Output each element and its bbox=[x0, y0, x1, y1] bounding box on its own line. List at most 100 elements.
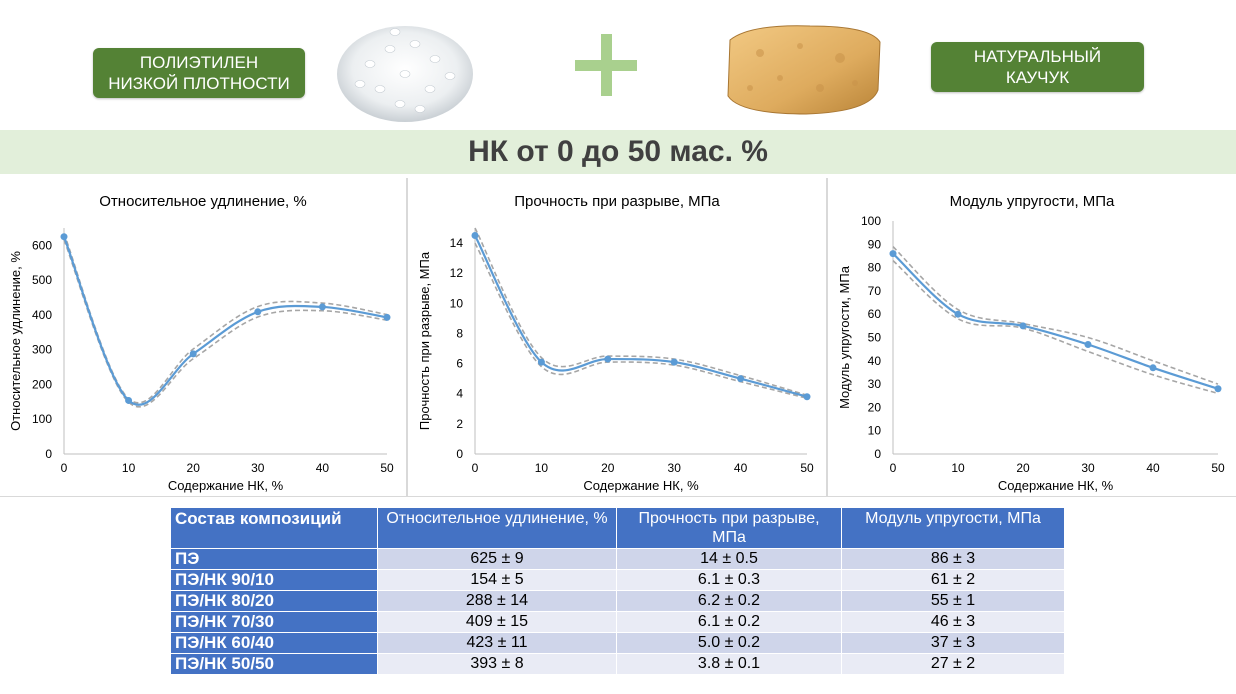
plus-sign bbox=[575, 34, 637, 96]
data-point bbox=[60, 233, 68, 241]
row-label: ПЭ/НК 90/10 bbox=[170, 569, 378, 591]
y-tick-label: 8 bbox=[456, 326, 463, 340]
chart-title: Прочность при разрыве, МПа bbox=[514, 193, 720, 210]
y-tick-label: 200 bbox=[32, 377, 52, 391]
row-label: ПЭ/НК 80/20 bbox=[170, 590, 378, 612]
y-tick-label: 20 bbox=[868, 400, 882, 414]
y-tick-label: 100 bbox=[32, 412, 52, 426]
badge-line-2: КАУЧУК bbox=[1005, 68, 1070, 87]
table-cell: 6.1 ± 0.2 bbox=[616, 611, 842, 633]
row-label: ПЭ bbox=[170, 548, 378, 570]
y-tick-label: 6 bbox=[456, 357, 463, 371]
natural-rubber-image bbox=[727, 25, 881, 115]
y-tick-label: 100 bbox=[861, 214, 881, 228]
range-banner: НК от 0 до 50 мас. % bbox=[0, 130, 1236, 174]
y-axis-label: Модуль упругости, МПа bbox=[837, 265, 852, 409]
table-cell: 423 ± 11 bbox=[377, 632, 617, 654]
x-tick-label: 0 bbox=[61, 461, 68, 475]
badge-line-1: НАТУРАЛЬНЫЙ bbox=[973, 47, 1102, 66]
data-point bbox=[1019, 322, 1027, 330]
lower-bound-line bbox=[892, 260, 1219, 395]
y-tick-label: 300 bbox=[32, 343, 52, 357]
y-axis-label: Прочность при разрыве, МПа bbox=[417, 251, 432, 430]
x-tick-label: 0 bbox=[472, 461, 479, 475]
table-row: ПЭ/НК 70/30 409 ± 15 6.1 ± 0.2 46 ± 3 bbox=[170, 611, 1065, 633]
lower-bound-line bbox=[63, 239, 388, 408]
data-point bbox=[737, 375, 745, 383]
data-point bbox=[383, 313, 391, 321]
table-cell: 393 ± 8 bbox=[377, 653, 617, 675]
y-tick-label: 0 bbox=[456, 447, 463, 461]
badge-line-2: НИЗКОЙ ПЛОТНОСТИ bbox=[108, 74, 290, 93]
natural-rubber-badge: НАТУРАЛЬНЫЙ КАУЧУК bbox=[931, 42, 1144, 92]
x-tick-label: 0 bbox=[890, 461, 897, 475]
header-elongation: Относительное удлинение, % bbox=[377, 507, 617, 549]
row-label: ПЭ/НК 60/40 bbox=[170, 632, 378, 654]
badge-line-1: ПОЛИЭТИЛЕН bbox=[139, 53, 259, 72]
y-tick-label: 50 bbox=[868, 331, 882, 345]
upper-bound-line bbox=[63, 233, 388, 404]
header-composition: Состав композиций bbox=[170, 507, 378, 549]
table-row: ПЭ/НК 50/50 393 ± 8 3.8 ± 0.1 27 ± 2 bbox=[170, 653, 1065, 675]
y-tick-label: 90 bbox=[868, 237, 882, 251]
table-cell: 55 ± 1 bbox=[841, 590, 1065, 612]
table-row: ПЭ 625 ± 9 14 ± 0.5 86 ± 3 bbox=[170, 548, 1065, 570]
table-cell: 6.1 ± 0.3 bbox=[616, 569, 842, 591]
table-cell: 46 ± 3 bbox=[841, 611, 1065, 633]
y-tick-label: 10 bbox=[450, 296, 464, 310]
chart-svg: Относительное удлинение, %01002003004005… bbox=[8, 193, 394, 493]
x-tick-label: 20 bbox=[187, 461, 201, 475]
table-cell: 86 ± 3 bbox=[841, 548, 1065, 570]
x-tick-label: 40 bbox=[316, 461, 330, 475]
x-tick-label: 50 bbox=[800, 461, 814, 475]
x-tick-label: 50 bbox=[380, 461, 394, 475]
table-cell: 154 ± 5 bbox=[377, 569, 617, 591]
y-tick-label: 0 bbox=[45, 447, 52, 461]
y-tick-label: 500 bbox=[32, 273, 52, 287]
x-axis-label: Содержание НК, % bbox=[998, 478, 1114, 493]
data-point bbox=[1084, 340, 1092, 348]
row-label: ПЭ/НК 70/30 bbox=[170, 611, 378, 633]
series-line bbox=[62, 236, 388, 406]
table-cell: 27 ± 2 bbox=[841, 653, 1065, 675]
y-tick-label: 2 bbox=[456, 417, 463, 431]
table-cell: 625 ± 9 bbox=[377, 548, 617, 570]
data-point bbox=[889, 250, 897, 258]
x-axis-label: Содержание НК, % bbox=[168, 478, 284, 493]
chart-svg: Прочность при разрыве, МПа 0 2 4 6 8 10 12 14 0 10… bbox=[417, 193, 814, 493]
properties-table: Состав композиций Относительное удлинени… bbox=[170, 507, 1065, 675]
x-tick-label: 10 bbox=[122, 461, 136, 475]
chart-title: Относительное удлинение, % bbox=[99, 193, 306, 210]
table-cell: 5.0 ± 0.2 bbox=[616, 632, 842, 654]
x-tick-label: 30 bbox=[251, 461, 265, 475]
y-axis-label: Относительное удлинение, % bbox=[8, 251, 23, 431]
y-tick-label: 4 bbox=[456, 387, 463, 401]
polyethylene-badge: ПОЛИЭТИЛЕН НИЗКОЙ ПЛОТНОСТИ bbox=[93, 48, 305, 98]
x-tick-label: 40 bbox=[1146, 461, 1160, 475]
x-axis-label: Содержание НК, % bbox=[583, 478, 699, 493]
y-tick-label: 40 bbox=[868, 354, 882, 368]
data-point bbox=[954, 310, 962, 318]
y-tick-label: 70 bbox=[868, 284, 882, 298]
table-cell: 409 ± 15 bbox=[377, 611, 617, 633]
data-point bbox=[254, 308, 262, 316]
table-row: ПЭ/НК 60/40 423 ± 11 5.0 ± 0.2 37 ± 3 bbox=[170, 632, 1065, 654]
data-point bbox=[189, 350, 197, 358]
upper-bound-line bbox=[892, 246, 1219, 385]
data-point bbox=[537, 358, 545, 366]
data-point bbox=[670, 358, 678, 366]
header-strength: Прочность при разрыве, МПа bbox=[616, 507, 842, 549]
chart-svg: Модуль упругости, МПа 0 10 20 30 40 50 60 70 80 90… bbox=[837, 193, 1225, 493]
data-point bbox=[318, 303, 326, 311]
table-cell: 288 ± 14 bbox=[377, 590, 617, 612]
chart-title: Модуль упругости, МПа bbox=[950, 193, 1115, 210]
y-tick-label: 80 bbox=[868, 261, 882, 275]
x-tick-label: 40 bbox=[734, 461, 748, 475]
table-header-row: Состав композиций Относительное удлинени… bbox=[170, 507, 1065, 549]
y-tick-label: 400 bbox=[32, 308, 52, 322]
table-cell: 6.2 ± 0.2 bbox=[616, 590, 842, 612]
lower-bound-line bbox=[474, 242, 808, 400]
y-tick-label: 14 bbox=[450, 236, 464, 250]
data-point bbox=[803, 393, 811, 401]
data-point bbox=[1149, 364, 1157, 372]
